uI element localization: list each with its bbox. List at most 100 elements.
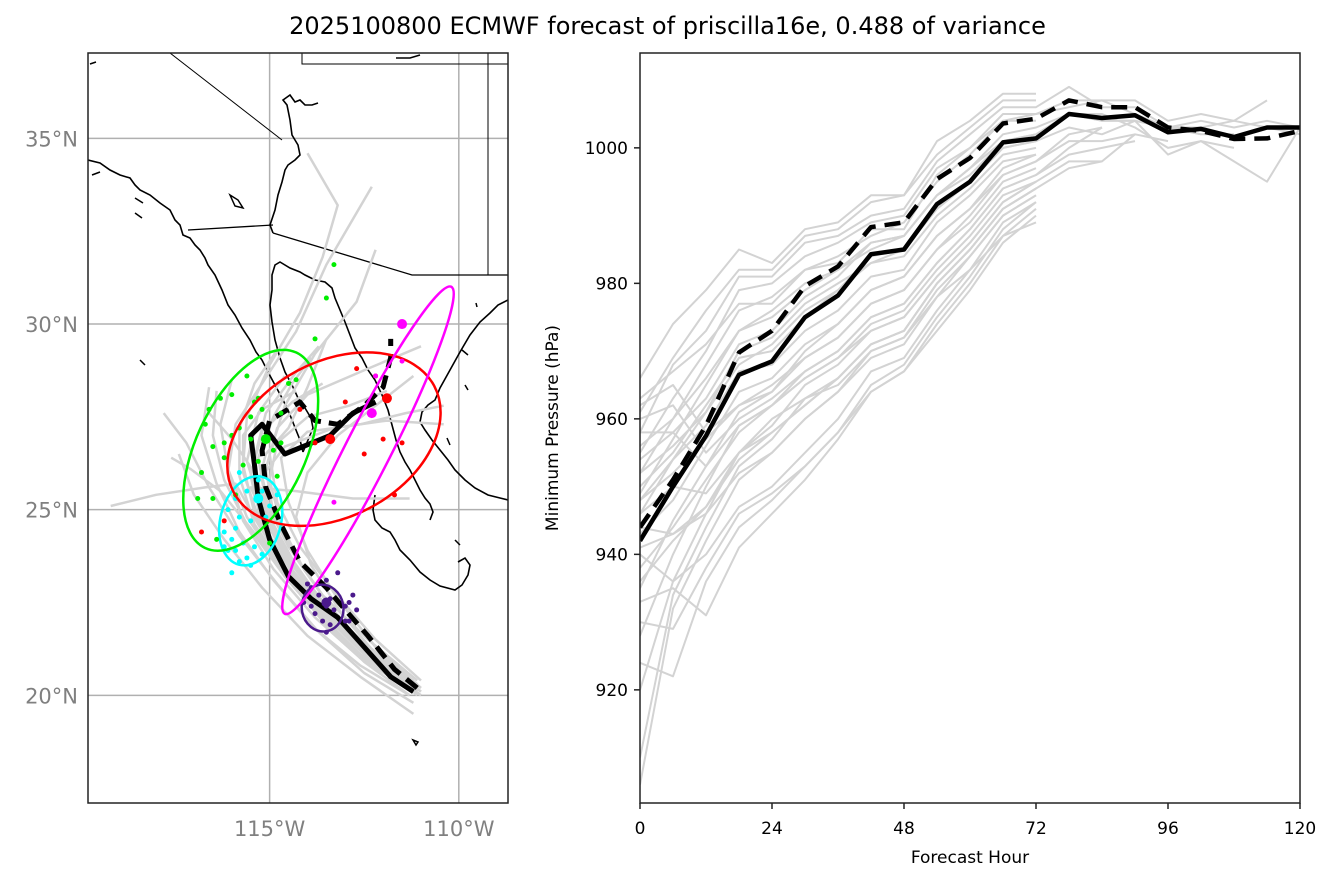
map-tick-labels: 115°W 110°W 35°N 30°N 25°N 20°N [25,127,495,841]
uncertainty-ellipse [226,351,442,528]
x-tick-label: 72 [1025,819,1047,839]
member-position-marker [270,447,276,453]
uncertainty-ellipse [300,583,345,633]
ensemble-pressure-line [640,187,1037,758]
pressure-tick-labels: 0 24 48 72 96 120 920 940 960 980 1000 [585,139,1316,839]
member-position-marker [278,440,284,446]
islands [89,54,478,747]
member-position-marker [248,436,254,442]
member-position-marker [199,470,205,476]
mean-position-marker [366,408,377,419]
uncertainty-ellipse [217,475,284,567]
member-position-marker [312,336,318,342]
mean-position-marker [260,434,271,445]
member-position-marker [210,496,216,502]
member-position-marker [331,499,337,505]
member-position-marker [210,444,216,450]
member-position-marker [316,592,322,598]
ensemble-track [294,375,422,693]
member-position-marker [240,462,246,468]
mean-pressure-line [640,111,1300,542]
y-tick-label: 920 [596,681,628,701]
member-position-marker [221,440,227,446]
ensemble-pressure-line [640,221,1037,549]
map-gridlines [88,53,508,803]
member-position-marker [342,399,348,405]
x-axis-label: Forecast Hour [911,848,1029,868]
member-position-marker [361,451,367,457]
y-tick-label: 960 [596,410,628,430]
member-position-marker [312,440,318,446]
member-position-marker [304,581,310,587]
member-position-marker [244,488,250,494]
ensemble-pressure-line [640,133,1136,468]
ensemble-pressure-line [640,194,1037,785]
member-position-marker [221,455,227,461]
member-position-marker [335,570,341,576]
ensemble-pressure-line [640,113,1202,447]
coastline-baja-south [372,494,471,591]
map-background [88,53,508,803]
ensemble-pressure-line [640,208,1037,617]
ensemble-track [257,338,418,693]
member-position-marker [259,488,265,494]
member-position-marker [259,406,265,412]
x-tick-label: 0 [635,819,646,839]
map-frame [87,52,509,804]
member-position-marker [255,458,261,464]
x-tick-label: 120 [1284,819,1316,839]
x-tick-label: 24 [761,819,783,839]
member-position-marker [297,406,303,412]
y-axis-label: Minimum Pressure (hPa) [543,325,563,531]
map-coastlines [88,53,508,747]
member-position-marker [233,525,239,531]
position-group-96h [199,351,442,535]
member-position-marker [251,544,257,550]
ensemble-track [170,456,411,697]
member-position-marker [236,514,242,520]
y-tick-label: 1000 [585,139,628,159]
member-position-marker [233,548,239,554]
mean-position-marker [381,393,392,404]
ensemble-pressure-line [640,126,1103,637]
member-position-marker [331,607,337,613]
x-tick-label: 48 [893,819,915,839]
member-position-marker [248,518,254,524]
member-position-marker [195,496,201,502]
ensemble-track [268,249,422,682]
uncertainty-ellipse [281,285,455,616]
map-lat-tick-label: 25°N [25,499,78,523]
ensemble-pressure-line [640,99,1300,474]
member-position-marker [244,555,250,561]
ensemble-track [219,379,411,689]
member-position-marker [286,380,292,386]
member-position-marker [274,473,280,479]
member-position-marker [380,436,386,442]
member-position-marker [327,622,333,628]
member-position-marker [221,529,227,535]
member-position-marker [199,529,205,535]
member-position-marker [244,373,250,379]
y-tick-label: 980 [596,274,628,294]
control-pressure-line [640,98,1300,529]
ensemble-pressure-line [640,99,1036,413]
member-position-marker [225,507,231,513]
member-position-marker [293,377,299,383]
pressure-ensemble-lines [640,85,1300,785]
member-position-marker [267,503,273,509]
coastline-mainland-mexico [419,299,508,501]
mean-position-marker [253,493,264,504]
member-position-marker [399,440,405,446]
mean-position-marker [321,597,332,608]
ensemble-track [260,419,444,697]
position-group-120h [281,285,455,616]
y-tick-label: 940 [596,545,628,565]
member-position-marker [312,611,318,617]
ensemble-pressure-line [640,85,1300,433]
ensemble-track [200,387,411,697]
pressure-frame [639,52,1301,804]
border-state-lines [169,53,508,275]
member-position-marker [236,470,242,476]
border-us-mexico [187,224,508,276]
